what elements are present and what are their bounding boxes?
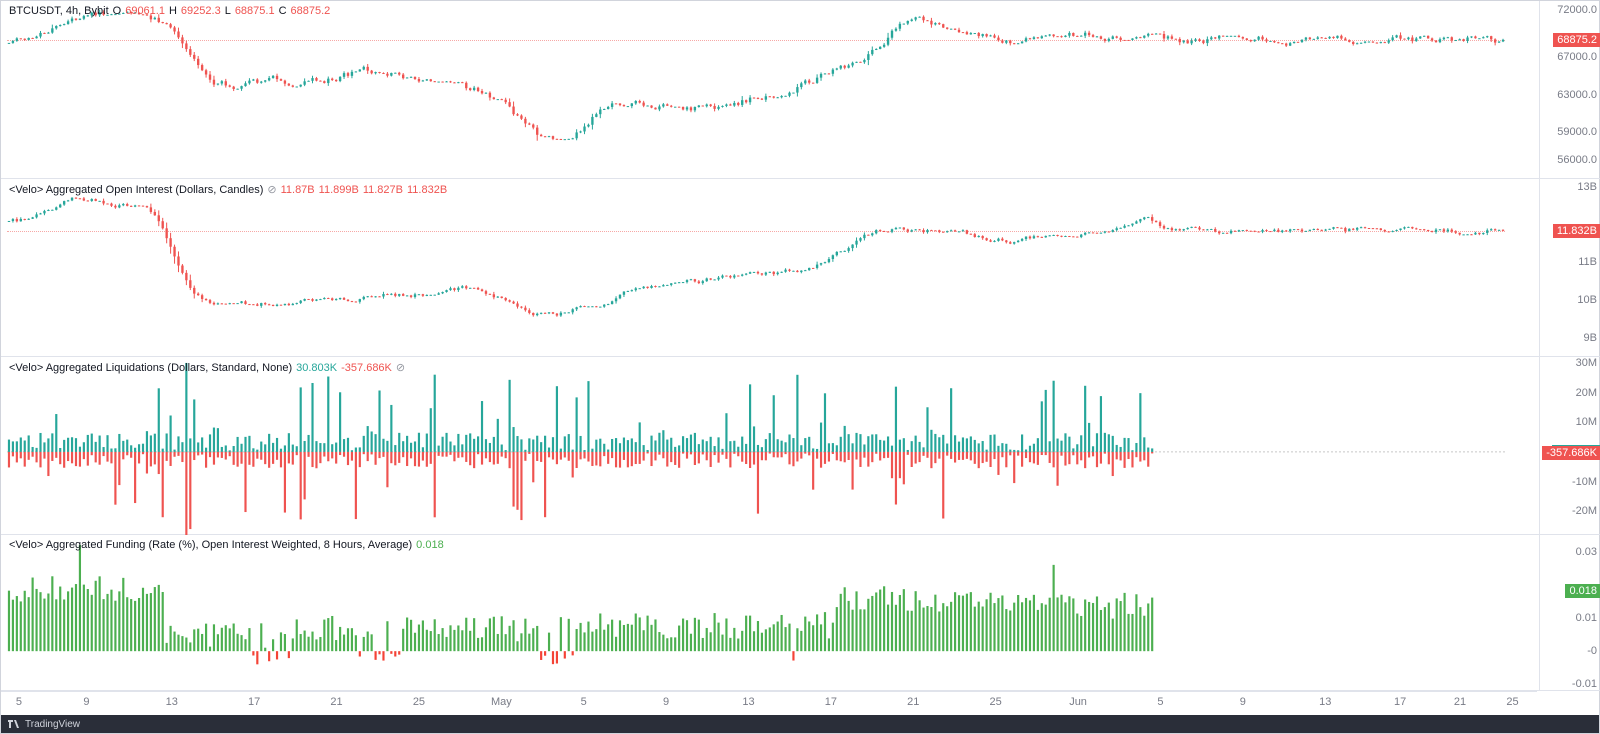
funding-panel[interactable]: <Velo> Aggregated Funding (Rate (%), Ope…	[1, 535, 1600, 691]
x-tick: 25	[413, 696, 425, 708]
fund-panel-title: <Velo> Aggregated Funding (Rate (%), Ope…	[9, 539, 448, 551]
y-tick: 0.01	[1576, 612, 1597, 624]
x-tick: 13	[166, 696, 178, 708]
x-tick: 5	[1157, 696, 1163, 708]
y-tick: -10M	[1572, 476, 1597, 488]
price-plot[interactable]	[7, 1, 1505, 179]
oi-panel-title: <Velo> Aggregated Open Interest (Dollars…	[9, 183, 451, 196]
y-tick: 0.03	[1576, 546, 1597, 558]
fund-plot[interactable]	[7, 535, 1505, 691]
chart-container: BTCUSDT, 4h, BybitO69061.1H69252.3L68875…	[0, 0, 1600, 734]
oi-y-axis[interactable]: 13B 11.832B 11B 10B 9B	[1539, 179, 1600, 356]
liq-panel-title: <Velo> Aggregated Liquidations (Dollars,…	[9, 361, 409, 374]
x-tick: 21	[907, 696, 919, 708]
x-tick: 17	[1394, 696, 1406, 708]
open-interest-panel[interactable]: <Velo> Aggregated Open Interest (Dollars…	[1, 179, 1600, 357]
y-tick: -357.686K	[1542, 446, 1600, 460]
x-tick: 13	[742, 696, 754, 708]
price-panel-title: BTCUSDT, 4h, BybitO69061.1H69252.3L68875…	[9, 5, 334, 17]
price-y-axis[interactable]: 72000.0 68875.2 67000.0 63000.0 59000.0 56000…	[1539, 1, 1600, 178]
price-panel[interactable]: BTCUSDT, 4h, BybitO69061.1H69252.3L68875…	[1, 1, 1600, 179]
x-tick: 9	[663, 696, 669, 708]
y-tick: 13B	[1577, 181, 1597, 193]
x-tick: 5	[16, 696, 22, 708]
x-tick: 5	[581, 696, 587, 708]
x-tick: Jun	[1069, 696, 1087, 708]
y-tick: 68875.2	[1553, 33, 1600, 47]
y-tick: 59000.0	[1557, 126, 1597, 138]
liquidations-panel[interactable]: <Velo> Aggregated Liquidations (Dollars,…	[1, 357, 1600, 535]
x-tick: 17	[825, 696, 837, 708]
x-tick: 25	[990, 696, 1002, 708]
tradingview-logo-icon	[7, 717, 21, 731]
liq-plot[interactable]	[7, 357, 1505, 535]
y-tick: -0	[1587, 645, 1597, 657]
x-tick: 9	[1240, 696, 1246, 708]
y-tick: 63000.0	[1557, 89, 1597, 101]
x-tick: 21	[1454, 696, 1466, 708]
y-tick: 10M	[1576, 416, 1597, 428]
oi-plot[interactable]	[7, 179, 1505, 357]
y-tick: 10B	[1577, 294, 1597, 306]
x-tick: 13	[1319, 696, 1331, 708]
y-tick: -20M	[1572, 505, 1597, 517]
x-tick: 21	[330, 696, 342, 708]
time-axis[interactable]: 5 9 13 17 21 25 May 5 9 13 17 21 25 Jun 5 9 13 17 21 25	[1, 691, 1537, 717]
y-tick: 30M	[1576, 357, 1597, 369]
y-tick: 56000.0	[1557, 154, 1597, 166]
y-tick: -0.01	[1572, 678, 1597, 690]
x-tick: 9	[83, 696, 89, 708]
x-tick: May	[491, 696, 512, 708]
x-tick: 25	[1506, 696, 1518, 708]
y-tick: 67000.0	[1557, 51, 1597, 63]
y-tick: 9B	[1584, 332, 1597, 344]
y-tick: 11B	[1578, 256, 1597, 268]
y-tick: 72000.0	[1557, 4, 1597, 16]
fund-y-axis[interactable]: 0.03 0.018 0.01 -0 -0.01	[1539, 535, 1600, 690]
liq-y-axis[interactable]: 30M20M10M30.803K-357.686K-10M-20M	[1539, 357, 1600, 534]
footer: TradingView	[1, 715, 1599, 733]
x-tick: 17	[248, 696, 260, 708]
y-tick: 11.832B	[1553, 224, 1600, 238]
y-tick: 20M	[1576, 387, 1597, 399]
footer-label: TradingView	[25, 719, 80, 730]
y-tick: 0.018	[1565, 584, 1600, 598]
